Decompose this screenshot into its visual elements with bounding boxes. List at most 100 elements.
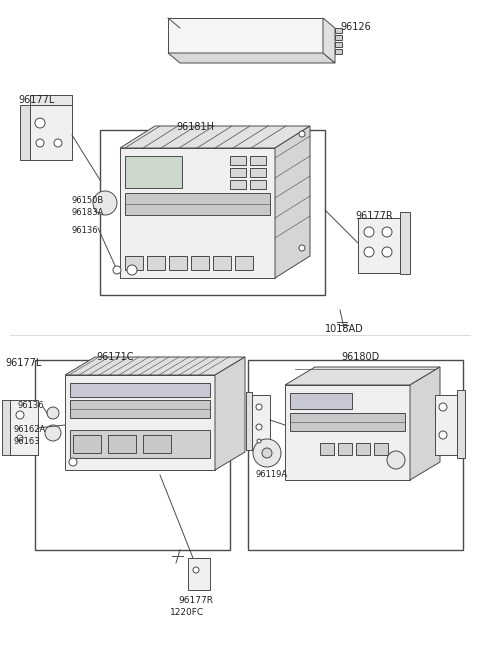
Text: 96177R: 96177R bbox=[355, 211, 393, 221]
Text: 96162A: 96162A bbox=[13, 425, 45, 434]
Bar bbox=[70, 400, 210, 418]
Polygon shape bbox=[120, 126, 310, 148]
Bar bbox=[70, 383, 210, 397]
Circle shape bbox=[17, 435, 23, 441]
Circle shape bbox=[47, 407, 59, 419]
Bar bbox=[169, 256, 187, 270]
Circle shape bbox=[256, 424, 262, 430]
Circle shape bbox=[36, 139, 44, 147]
Circle shape bbox=[35, 118, 45, 128]
Circle shape bbox=[364, 247, 374, 257]
Circle shape bbox=[439, 431, 447, 439]
Bar bbox=[20, 105, 30, 160]
Circle shape bbox=[253, 439, 281, 467]
Bar bbox=[10, 400, 38, 455]
Bar bbox=[30, 95, 72, 105]
Bar bbox=[73, 435, 101, 453]
Bar bbox=[147, 256, 165, 270]
Bar bbox=[335, 42, 342, 47]
Bar bbox=[35, 360, 230, 550]
Text: 96163: 96163 bbox=[13, 437, 40, 446]
Text: 96181H: 96181H bbox=[176, 122, 214, 132]
Polygon shape bbox=[275, 126, 310, 278]
Circle shape bbox=[16, 411, 24, 419]
Bar bbox=[143, 435, 171, 453]
Polygon shape bbox=[323, 18, 335, 63]
Bar bbox=[250, 168, 266, 177]
Polygon shape bbox=[65, 357, 245, 375]
Bar bbox=[125, 256, 143, 270]
Text: 96136: 96136 bbox=[17, 401, 44, 410]
Circle shape bbox=[193, 567, 199, 573]
Text: 96136: 96136 bbox=[72, 226, 98, 235]
Circle shape bbox=[382, 227, 392, 237]
Text: 96150B: 96150B bbox=[72, 196, 104, 205]
Bar bbox=[108, 435, 136, 453]
Circle shape bbox=[45, 425, 61, 441]
Bar bbox=[230, 156, 246, 165]
Bar bbox=[457, 390, 465, 458]
Bar bbox=[250, 180, 266, 189]
Bar bbox=[338, 443, 352, 455]
Bar bbox=[252, 395, 270, 450]
Bar bbox=[213, 256, 231, 270]
Text: 96126: 96126 bbox=[340, 22, 371, 32]
Circle shape bbox=[113, 266, 121, 274]
Circle shape bbox=[439, 403, 447, 411]
Text: 96177L: 96177L bbox=[18, 95, 54, 105]
Bar bbox=[168, 18, 323, 53]
Bar bbox=[230, 168, 246, 177]
Circle shape bbox=[364, 227, 374, 237]
Text: 96177R: 96177R bbox=[178, 596, 213, 605]
Bar bbox=[335, 49, 342, 54]
Text: 96180D: 96180D bbox=[341, 352, 379, 362]
Bar bbox=[30, 105, 72, 160]
Text: 96171C: 96171C bbox=[96, 352, 134, 362]
Bar bbox=[70, 430, 210, 458]
Bar bbox=[120, 148, 275, 278]
Bar bbox=[290, 393, 352, 409]
Bar bbox=[100, 130, 325, 295]
Circle shape bbox=[69, 458, 77, 466]
Circle shape bbox=[382, 247, 392, 257]
Bar bbox=[248, 360, 463, 550]
Bar bbox=[188, 558, 210, 590]
Bar bbox=[435, 395, 457, 455]
Bar bbox=[230, 180, 246, 189]
Text: 1220FC: 1220FC bbox=[170, 608, 204, 617]
Circle shape bbox=[54, 139, 62, 147]
Circle shape bbox=[387, 451, 405, 469]
Bar bbox=[358, 218, 400, 273]
Polygon shape bbox=[215, 357, 245, 470]
Text: 96119A: 96119A bbox=[256, 470, 288, 479]
Bar bbox=[191, 256, 209, 270]
Bar bbox=[400, 212, 410, 274]
Bar bbox=[235, 256, 253, 270]
Polygon shape bbox=[410, 367, 440, 480]
Bar bbox=[335, 35, 342, 40]
Text: 96177L: 96177L bbox=[5, 358, 41, 368]
Circle shape bbox=[127, 265, 137, 275]
Bar bbox=[335, 28, 342, 33]
Bar bbox=[320, 443, 334, 455]
Bar bbox=[246, 392, 252, 450]
Circle shape bbox=[257, 439, 261, 443]
Bar bbox=[65, 375, 215, 470]
Circle shape bbox=[256, 404, 262, 410]
Bar bbox=[125, 193, 270, 215]
Bar bbox=[356, 443, 370, 455]
Bar bbox=[2, 400, 10, 455]
Bar bbox=[285, 385, 410, 480]
Bar bbox=[250, 156, 266, 165]
Polygon shape bbox=[168, 53, 335, 63]
Bar bbox=[290, 413, 405, 431]
Circle shape bbox=[299, 245, 305, 251]
Text: 96183A: 96183A bbox=[72, 208, 104, 217]
Circle shape bbox=[299, 131, 305, 137]
Circle shape bbox=[262, 448, 272, 458]
Bar bbox=[125, 156, 182, 188]
Circle shape bbox=[93, 191, 117, 215]
Text: 1018AD: 1018AD bbox=[325, 324, 364, 334]
Polygon shape bbox=[285, 367, 440, 385]
Bar bbox=[374, 443, 388, 455]
